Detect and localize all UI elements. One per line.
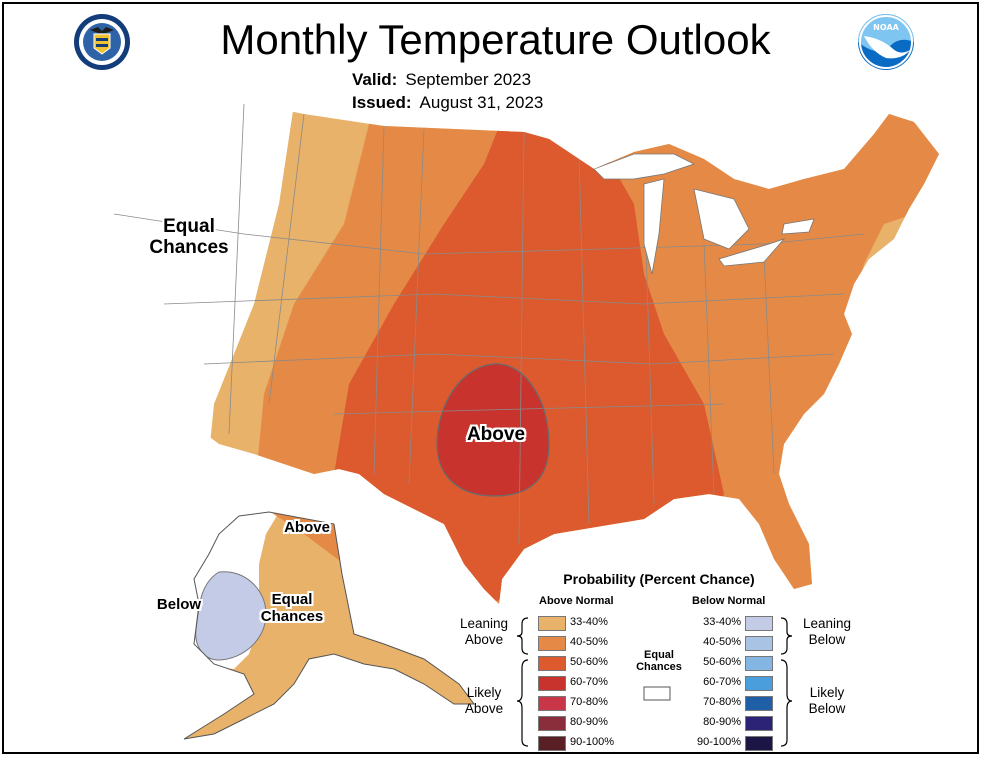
- legend-above-header: Above Normal: [539, 595, 614, 607]
- above-bin-swatch-6: [538, 736, 566, 751]
- noaa-logo-icon: NOAA: [858, 14, 914, 70]
- likely-above-label: Likely Above: [464, 685, 504, 717]
- likely-below-label: Likely Below: [808, 685, 846, 717]
- above-bin-swatch-2: [538, 656, 566, 671]
- below-bin-swatch-3: [745, 676, 773, 691]
- issued-date: Issued: August 31, 2023: [352, 93, 544, 112]
- above-bin-swatch-5: [538, 716, 566, 731]
- legend-equal-label: Equal Chances: [636, 649, 682, 673]
- legend-below-header: Below Normal: [692, 595, 766, 607]
- above-bin-label-3: 60-70%: [570, 676, 608, 688]
- alaska-above-label: Above: [284, 519, 330, 536]
- below-bin-label-4: 70-80%: [703, 696, 741, 708]
- doc-seal-icon: [74, 14, 130, 70]
- alaska-equal-label: Equal Chances: [260, 591, 324, 625]
- legend-brackets: [516, 617, 793, 747]
- leaning-below-label: Leaning Below: [802, 616, 852, 648]
- above-bin-swatch-0: [538, 616, 566, 631]
- below-bin-label-2: 50-60%: [703, 656, 741, 668]
- above-bin-label-6: 90-100%: [570, 736, 615, 748]
- valid-period: Valid: September 2023: [352, 70, 532, 89]
- below-bin-swatch-5: [745, 716, 773, 731]
- alaska-below-label: Below: [156, 596, 202, 613]
- above-bin-label-1: 40-50%: [570, 636, 608, 648]
- above-bin-label-5: 80-90%: [570, 716, 608, 728]
- legend-title: Probability (Percent Chance): [563, 571, 755, 587]
- equal-chances-label: Equal Chances: [149, 216, 229, 259]
- temperature-outlook-map: NOAA: [74, 14, 939, 747]
- above-bin-label-2: 50-60%: [570, 656, 608, 668]
- below-bin-label-3: 60-70%: [703, 676, 741, 688]
- below-bin-swatch-6: [745, 736, 773, 751]
- above-bin-swatch-1: [538, 636, 566, 651]
- leaning-above-label: Leaning Above: [459, 616, 509, 648]
- svg-text:NOAA: NOAA: [873, 23, 899, 32]
- above-bin-label-4: 70-80%: [570, 696, 608, 708]
- below-bin-label-0: 33-40%: [703, 616, 741, 628]
- page-title: Monthly Temperature Outlook: [220, 16, 771, 63]
- below-bin-label-6: 90-100%: [696, 736, 741, 748]
- below-bin-swatch-1: [745, 636, 773, 651]
- above-bin-label-0: 33-40%: [570, 616, 608, 628]
- equal-chances-swatch: [643, 686, 671, 701]
- below-bin-label-1: 40-50%: [703, 636, 741, 648]
- above-bin-swatch-4: [538, 696, 566, 711]
- below-bin-swatch-0: [745, 616, 773, 631]
- below-bin-swatch-4: [745, 696, 773, 711]
- below-bin-label-5: 80-90%: [703, 716, 741, 728]
- below-bin-swatch-2: [745, 656, 773, 671]
- above-bin-swatch-3: [538, 676, 566, 691]
- above-center-label: Above: [466, 424, 526, 445]
